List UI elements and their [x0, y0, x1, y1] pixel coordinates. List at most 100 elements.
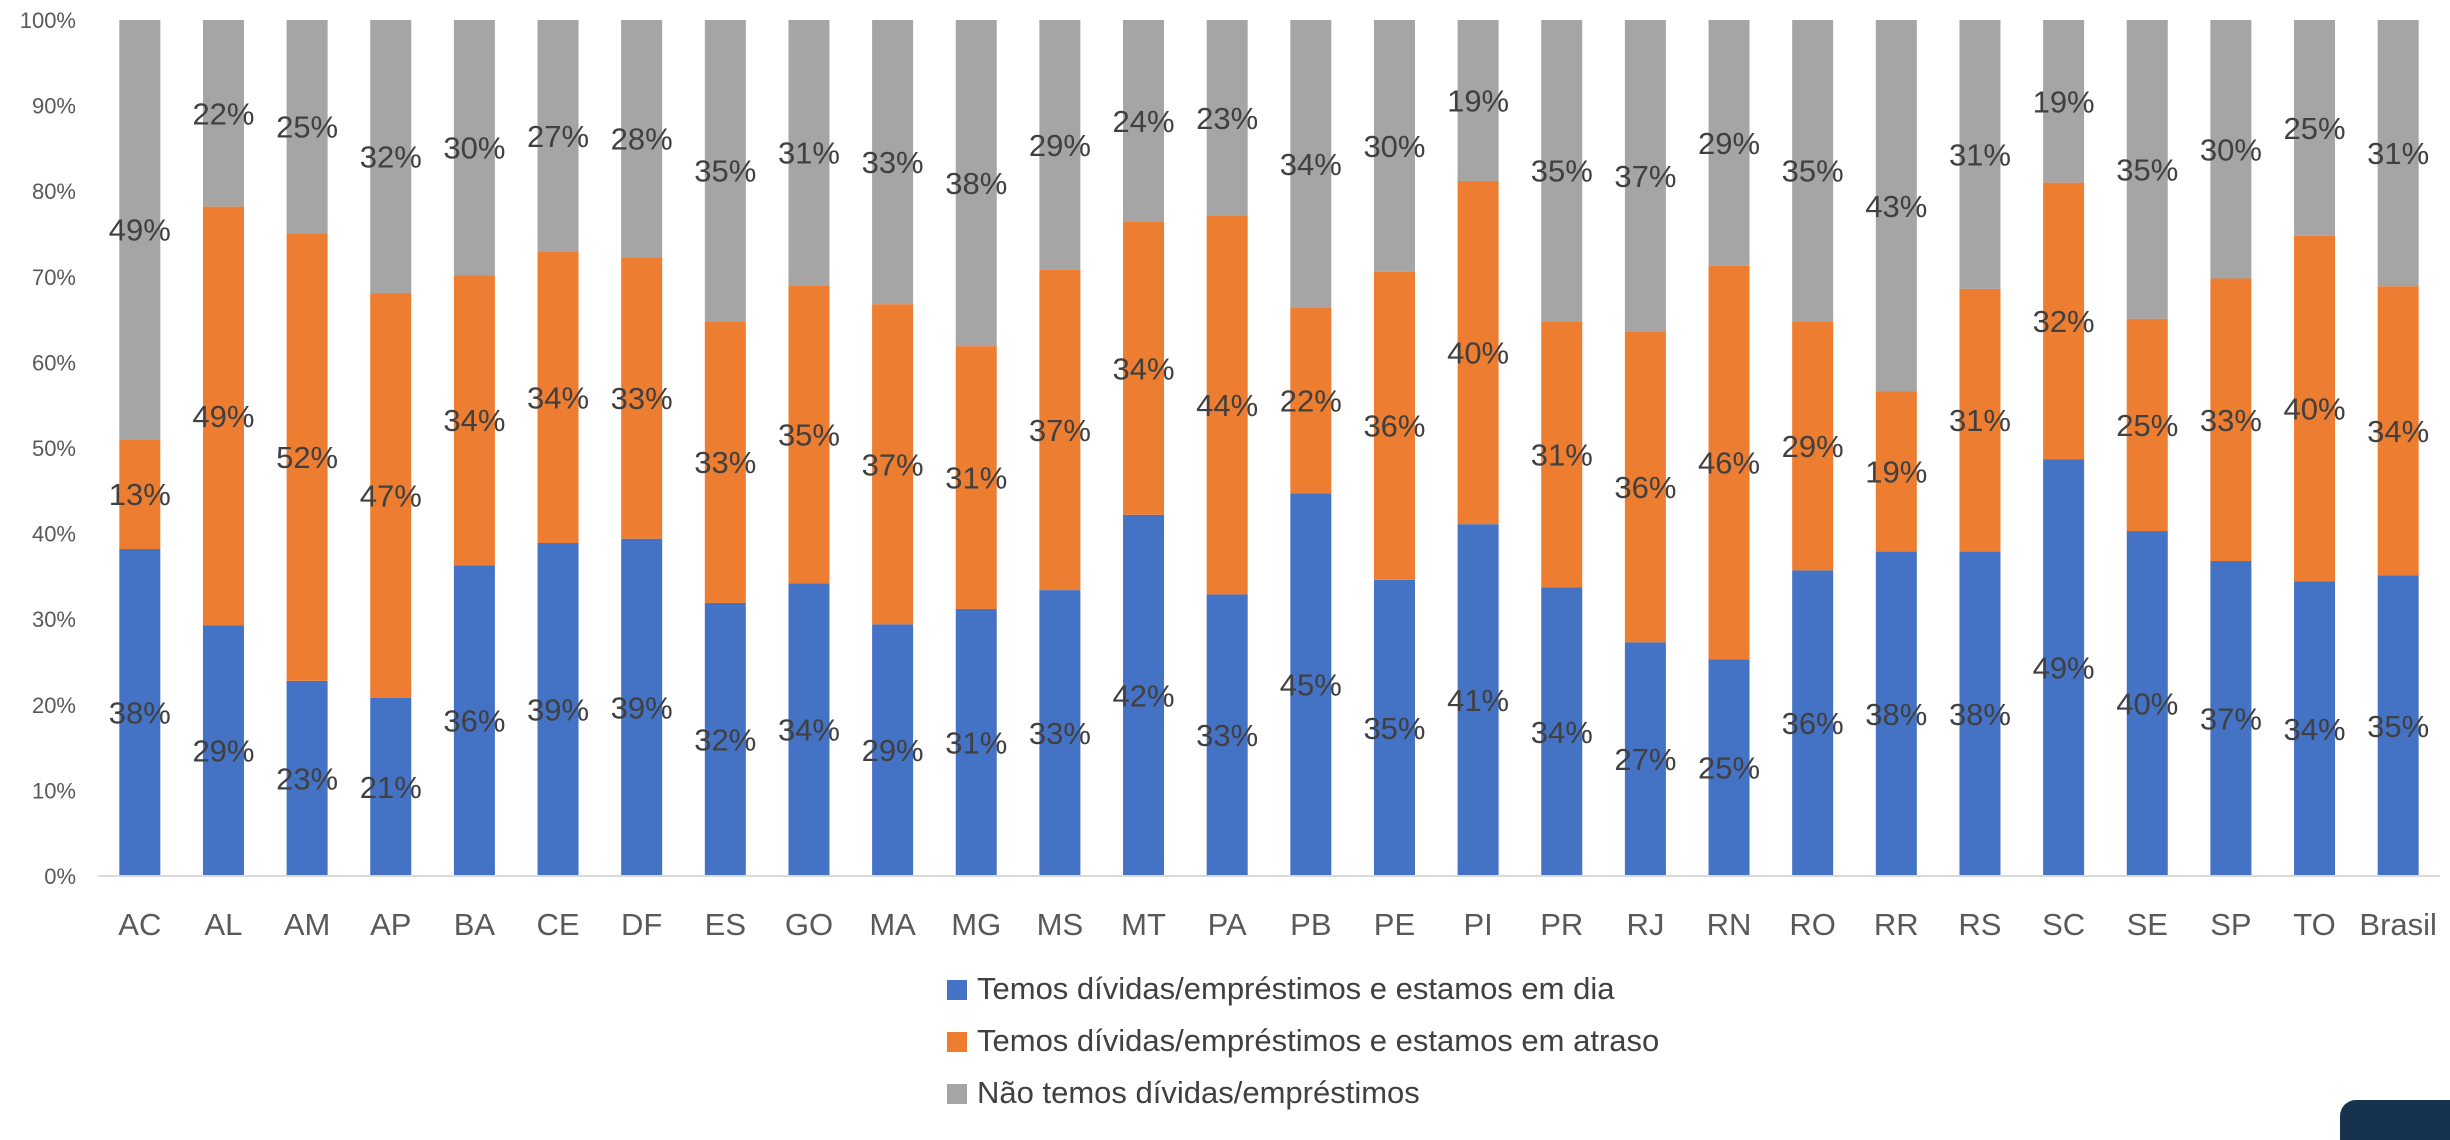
data-label: 30%	[443, 131, 505, 166]
data-label: 32%	[694, 722, 756, 757]
data-label: 46%	[1698, 446, 1760, 481]
x-tick-label: ES	[705, 907, 746, 942]
data-label: 33%	[1196, 718, 1258, 753]
x-tick-label: PE	[1374, 907, 1415, 942]
x-axis: AC AL AM AP BA CE DF ES GO MA MG MS MT PA PB PE PI PR RJ RN…	[98, 875, 2440, 942]
x-tick-label: AC	[118, 907, 161, 942]
data-label: 31%	[1531, 437, 1593, 472]
data-label: 29%	[862, 733, 924, 768]
bar-segment	[537, 251, 579, 544]
x-tick-label: PA	[1208, 907, 1247, 942]
bars	[119, 20, 2419, 876]
data-label: 40%	[1447, 336, 1509, 371]
bar-segment	[1457, 20, 1499, 181]
bar-segment	[2210, 560, 2252, 876]
bar-segment	[2377, 575, 2419, 876]
x-tick-label: SE	[2127, 907, 2168, 942]
bar-segment	[370, 293, 412, 698]
y-tick-label: 0%	[44, 864, 76, 889]
data-label: 36%	[1363, 409, 1425, 444]
data-label: 21%	[360, 770, 422, 805]
bar-segment	[1373, 20, 1415, 272]
bar-segment	[1624, 642, 1666, 876]
bar-segment	[1541, 20, 1583, 322]
data-label: 35%	[1782, 154, 1844, 189]
legend-label: Não temos dívidas/empréstimos	[977, 1075, 1420, 1110]
y-tick-label: 100%	[20, 8, 76, 33]
data-label: 27%	[527, 119, 589, 154]
bar-segment	[1123, 20, 1165, 223]
bar-segment	[1959, 288, 2001, 552]
data-label: 35%	[2116, 152, 2178, 187]
legend-label: Temos dívidas/empréstimos e estamos em d…	[977, 971, 1615, 1006]
bar-segment	[2294, 235, 2336, 582]
x-tick-label: AL	[205, 907, 243, 942]
data-label: 29%	[192, 734, 254, 769]
y-tick-label: 70%	[32, 265, 76, 290]
data-label: 25%	[2284, 111, 2346, 146]
bar-segment	[1206, 594, 1248, 876]
data-label: 25%	[2116, 408, 2178, 443]
x-tick-label: AP	[370, 907, 411, 942]
bar-segment	[2043, 459, 2085, 876]
data-label: 39%	[527, 693, 589, 728]
bar-segment	[1457, 180, 1499, 525]
data-label: 39%	[611, 690, 673, 725]
y-tick-label: 40%	[32, 522, 76, 547]
x-tick-label: RJ	[1626, 907, 1664, 942]
x-tick-label: TO	[2293, 907, 2336, 942]
x-tick-label: MA	[869, 907, 916, 942]
bar-segment	[286, 233, 328, 681]
bar-segment	[370, 20, 412, 294]
corner-tab	[2340, 1100, 2450, 1140]
bar-segment	[202, 20, 244, 207]
bar-segment	[2294, 20, 2336, 236]
bar-segment	[872, 304, 914, 625]
x-tick-label: SP	[2210, 907, 2251, 942]
bar-segment	[1708, 265, 1750, 660]
data-label: 34%	[1531, 715, 1593, 750]
x-tick-label: DF	[621, 907, 662, 942]
data-label: 35%	[694, 154, 756, 189]
y-tick-label: 50%	[32, 436, 76, 461]
data-label: 43%	[1865, 189, 1927, 224]
bar-segment	[537, 543, 579, 876]
data-label: 37%	[1614, 159, 1676, 194]
data-label: 19%	[1447, 83, 1509, 118]
stacked-bar-chart: 0% 10% 20% 30% 40% 50% 60% 70% 80% 90% 100% 38% 13%…	[20, 8, 2440, 1110]
data-label: 49%	[109, 213, 171, 248]
bar-segment	[2294, 581, 2336, 876]
bar-segment	[621, 20, 663, 258]
bar-segment	[1039, 590, 1081, 876]
bar-segment	[872, 624, 914, 876]
y-axis: 0% 10% 20% 30% 40% 50% 60% 70% 80% 90% 100%	[20, 8, 76, 889]
data-label: 34%	[778, 713, 840, 748]
data-label: 33%	[694, 445, 756, 480]
bar-segment	[537, 20, 579, 252]
bar-segment	[1290, 307, 1332, 494]
bar-segment	[704, 20, 746, 322]
data-label: 29%	[1782, 429, 1844, 464]
data-label: 28%	[611, 122, 673, 157]
bar-segment	[453, 275, 495, 566]
chart: 0% 10% 20% 30% 40% 50% 60% 70% 80% 90% 100% 38% 13%…	[20, 8, 2450, 1140]
bar-segment	[955, 608, 997, 876]
x-tick-label: SC	[2042, 907, 2085, 942]
legend-swatch	[947, 980, 967, 1000]
x-tick-label: RO	[1789, 907, 1836, 942]
x-tick-label: PR	[1540, 907, 1583, 942]
bar-segment	[2377, 286, 2419, 576]
bar-segment	[1039, 269, 1081, 591]
y-tick-label: 60%	[32, 350, 76, 375]
data-label: 33%	[611, 381, 673, 416]
legend-swatch	[947, 1084, 967, 1104]
data-label: 25%	[1698, 751, 1760, 786]
x-tick-label: CE	[536, 907, 579, 942]
data-label: 34%	[2367, 414, 2429, 449]
data-label: 23%	[1196, 101, 1258, 136]
bar-segment	[621, 257, 663, 539]
bar-segment	[704, 602, 746, 876]
data-label: 41%	[1447, 683, 1509, 718]
bar-segment	[2043, 182, 2085, 460]
legend: Temos dívidas/empréstimos e estamos em d…	[947, 971, 1659, 1110]
